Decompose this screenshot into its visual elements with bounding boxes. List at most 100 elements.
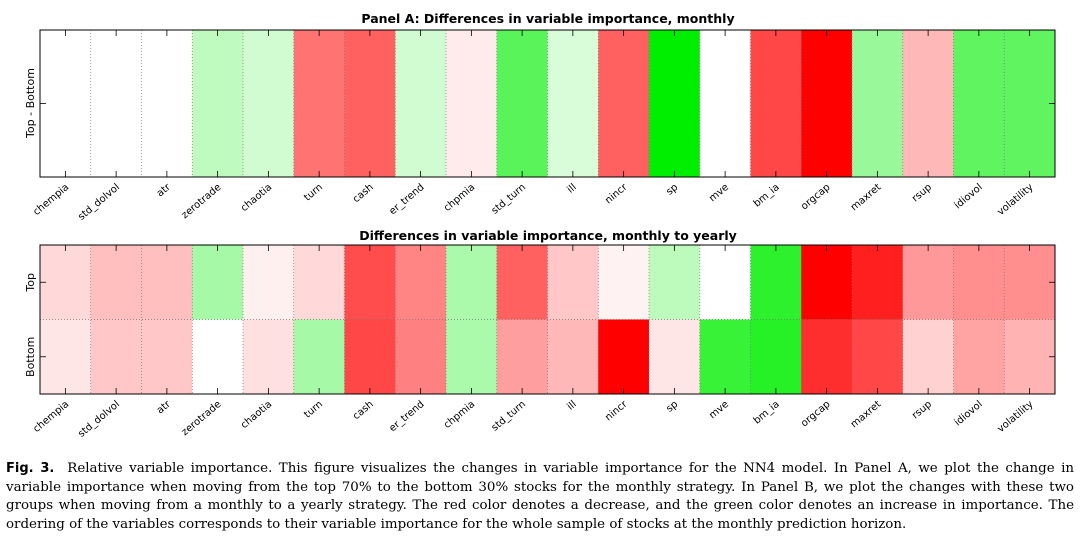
heatmap-cell-turn-top	[293, 245, 345, 320]
panel-b-title: Differences in variable importance, mont…	[359, 228, 737, 243]
x-tick-label-std_turn: std_turn	[490, 399, 528, 434]
x-tick-label-zerotrade: zerotrade	[180, 182, 224, 221]
x-tick-label-sp: sp	[664, 399, 680, 415]
heatmap-cell-sp-top	[649, 245, 701, 320]
heatmap-cell-chempia	[40, 30, 92, 178]
heatmap-cell-zerotrade	[192, 30, 244, 178]
figure: Panel A: Differences in variable importa…	[24, 11, 1056, 440]
heatmap-cell-rsup-bottom	[902, 319, 954, 395]
heatmap-cell-chpmia	[446, 30, 498, 178]
x-tick-label-er_trend: er_trend	[387, 182, 426, 217]
x-tick-label-atr: atr	[155, 181, 174, 199]
heatmap-cell-idiovol-bottom	[953, 319, 1005, 395]
heatmap-cell-chaotia-bottom	[243, 319, 295, 395]
x-tick-label-bm_ia: bm_ia	[752, 182, 782, 210]
heatmap-cell-orgcap	[801, 30, 853, 178]
panel-a-cells	[40, 30, 1056, 178]
x-tick-label-chpmia: chpmia	[442, 399, 477, 431]
x-tick-label-idiovol: idiovol	[953, 399, 985, 429]
x-tick-label-sp: sp	[664, 182, 680, 198]
x-tick-label-maxret: maxret	[849, 399, 884, 430]
heatmap-cell-cash-bottom	[344, 319, 396, 395]
x-tick-label-chaotia: chaotia	[239, 399, 274, 431]
heatmap-cell-zerotrade-top	[192, 245, 244, 320]
x-tick-label-std_dolvol: std_dolvol	[76, 182, 122, 223]
panel-a-x-ticks: chempia std_dolvol atr zerotrade chaotia turn…	[31, 181, 1035, 222]
heatmap-cell-mve	[699, 30, 751, 178]
panel-a-ylabel: Top - Bottom	[24, 68, 37, 139]
x-tick-label-std_dolvol: std_dolvol	[76, 399, 122, 440]
panel-a: Panel A: Differences in variable importa…	[24, 11, 1056, 223]
row-label-top: Top	[24, 273, 37, 293]
x-tick-label-orgcap: orgcap	[799, 182, 832, 213]
heatmap-cell-mve-bottom	[699, 319, 751, 395]
figure-caption: Fig. 3. Relative variable importance. Th…	[6, 460, 1074, 534]
x-tick-label-cash: cash	[351, 182, 376, 205]
x-tick-label-turn: turn	[302, 399, 325, 421]
x-tick-label-rsup: rsup	[910, 399, 934, 422]
heatmap-cell-std_turn-bottom	[496, 319, 548, 395]
heatmap-cell-orgcap-top	[801, 245, 853, 320]
x-tick-label-nincr: nincr	[603, 181, 630, 206]
x-tick-label-atr: atr	[155, 398, 174, 416]
heatmap-cell-std_dolvol	[90, 30, 142, 178]
heatmap-cell-nincr-bottom	[598, 319, 650, 395]
heatmap-cell-std_dolvol-top	[90, 245, 142, 320]
x-tick-label-std_turn: std_turn	[490, 182, 528, 217]
heatmap-cell-rsup-top	[902, 245, 954, 320]
heatmap-cell-turn-bottom	[293, 319, 345, 395]
panel-a-grid	[40, 30, 1055, 177]
heatmap-cell-cash-top	[344, 245, 396, 320]
heatmap-cell-ill	[547, 30, 599, 178]
panel-a-frame	[39, 29, 1056, 178]
heatmap-cell-maxret-bottom	[852, 319, 904, 395]
heatmap-cell-bm_ia-bottom	[750, 319, 802, 395]
heatmap-cell-rsup	[902, 30, 954, 178]
x-tick-label-bm_ia: bm_ia	[752, 399, 782, 427]
heatmap-cell-zerotrade-bottom	[192, 319, 244, 395]
x-tick-label-rsup: rsup	[910, 182, 934, 205]
heatmap-cell-volatility	[1004, 30, 1056, 178]
heatmap-cell-ill-bottom	[547, 319, 599, 395]
panel-b-row-labels: Top Bottom	[24, 273, 37, 377]
heatmap-cell-er_trend-top	[395, 245, 447, 320]
heatmap-cell-nincr-top	[598, 245, 650, 320]
panel-b-x-ticks: chempia std_dolvol atr zerotrade chaotia turn…	[31, 398, 1035, 439]
x-tick-label-mve: mve	[707, 182, 731, 204]
heatmap-cell-orgcap-bottom	[801, 319, 853, 395]
x-tick-label-nincr: nincr	[603, 398, 630, 423]
x-tick-label-ill: ill	[565, 182, 578, 196]
heatmap-cell-er_trend-bottom	[395, 319, 447, 395]
heatmap-cell-atr	[141, 30, 193, 178]
x-tick-label-ill: ill	[565, 399, 578, 413]
heatmap-cell-std_dolvol-bottom	[90, 319, 142, 395]
caption-text: Relative variable importance. This figur…	[6, 461, 1074, 532]
heatmap-cell-maxret	[852, 30, 904, 178]
panel-b-cells	[40, 245, 1056, 395]
heatmap-cell-std_turn	[496, 30, 548, 178]
heatmap-cell-chpmia-bottom	[446, 319, 498, 395]
heatmap-cell-mve-top	[699, 245, 751, 320]
x-tick-label-chempia: chempia	[31, 182, 71, 218]
heatmap-cell-chempia-top	[40, 245, 92, 320]
heatmap-cell-chpmia-top	[446, 245, 498, 320]
heatmap-cell-atr-bottom	[141, 319, 193, 395]
heatmap-cell-bm_ia	[750, 30, 802, 178]
heatmap-cell-bm_ia-top	[750, 245, 802, 320]
heatmap-cell-chaotia-top	[243, 245, 295, 320]
x-tick-label-chpmia: chpmia	[442, 182, 477, 214]
panel-b-frame	[39, 244, 1056, 395]
x-tick-label-volatility: volatility	[996, 399, 1036, 435]
heatmap-cell-volatility-bottom	[1004, 319, 1056, 395]
x-tick-label-er_trend: er_trend	[387, 399, 426, 434]
x-tick-label-chaotia: chaotia	[239, 182, 274, 214]
heatmap-cell-nincr	[598, 30, 650, 178]
x-tick-label-idiovol: idiovol	[953, 182, 985, 212]
row-label-bottom: Bottom	[24, 337, 37, 377]
heatmap-cell-idiovol	[953, 30, 1005, 178]
panel-b: Differences in variable importance, mont…	[24, 228, 1056, 440]
heatmap-cell-std_turn-top	[496, 245, 548, 320]
panel-b-grid	[40, 245, 1055, 394]
heatmap-cell-cash	[344, 30, 396, 178]
heatmap-cell-turn	[293, 30, 345, 178]
